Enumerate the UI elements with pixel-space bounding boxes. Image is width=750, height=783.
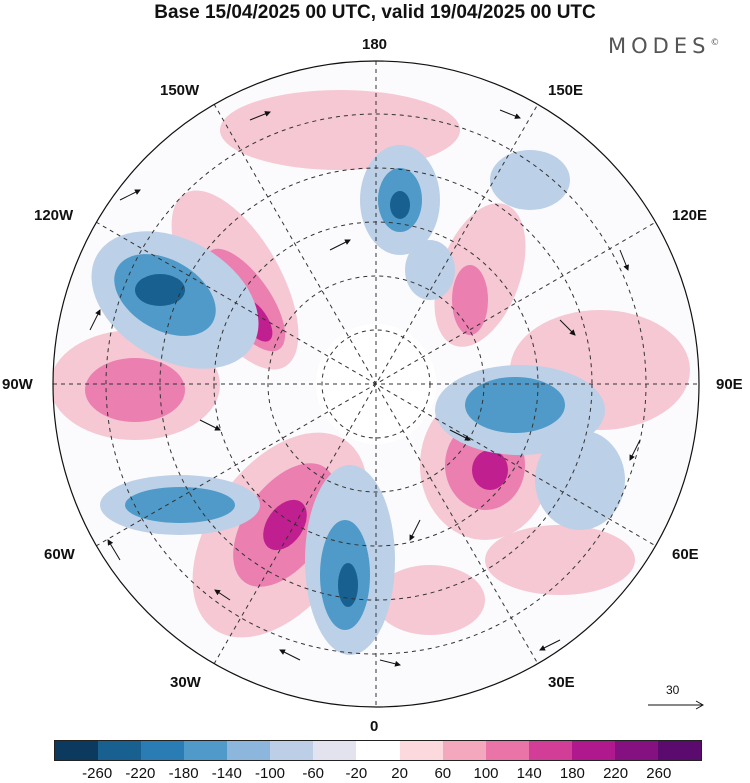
anomaly-field: [53, 61, 699, 707]
colorbar-tick-label: 140: [516, 765, 542, 782]
colorbar-tick-label: 260: [646, 765, 672, 782]
colorbar-swatch: [313, 741, 357, 760]
colorbar-swatch: [227, 741, 271, 760]
reference-vector-label: 30: [666, 683, 680, 697]
colorbar: [54, 740, 702, 761]
colorbar-swatch: [442, 741, 486, 760]
colorbar-tick-label: -260: [82, 765, 113, 782]
lon-label-30w: 30W: [170, 674, 201, 691]
lon-label-150e: 150E: [548, 82, 584, 99]
colorbar-tick-label: 180: [559, 765, 585, 782]
colorbar-tick-label: 20: [391, 765, 408, 782]
colorbar-swatch: [270, 741, 314, 760]
colorbar-tick-label: -100: [254, 765, 286, 782]
colorbar-tick-label: -180: [168, 765, 199, 782]
brand-text: MODES: [608, 34, 711, 58]
colorbar-swatch: [141, 741, 185, 760]
colorbar-swatch: [571, 741, 615, 760]
lon-label-90w: 90W: [2, 376, 33, 393]
colorbar-swatch: [184, 741, 228, 760]
colorbar-tick-label: 220: [603, 765, 629, 782]
colorbar-swatch: [485, 741, 529, 760]
lon-label-30e: 30E: [548, 674, 575, 691]
colorbar-swatch: [55, 741, 99, 760]
colorbar-swatch: [657, 741, 701, 760]
lon-label-120w: 120W: [34, 207, 74, 224]
colorbar-swatch: [528, 741, 572, 760]
colorbar-tick-label: -20: [345, 765, 368, 782]
colorbar-tick-label: 60: [434, 765, 452, 782]
lon-label-60e: 60E: [672, 546, 699, 563]
colorbar-tick-label: -220: [125, 765, 156, 782]
map-boundary: [52, 60, 700, 708]
colorbar-swatch: [356, 741, 400, 760]
colorbar-swatch: [98, 741, 142, 760]
lon-label-90e: 90E: [716, 376, 743, 393]
colorbar-swatch: [399, 741, 443, 760]
lon-label-150w: 150W: [160, 82, 200, 99]
colorbar-tick-label: -140: [211, 765, 242, 782]
map-title: Base 15/04/2025 00 UTC, valid 19/04/2025…: [154, 2, 596, 23]
lon-label-180: 180: [362, 36, 388, 53]
reference-vector-arrow: [648, 700, 705, 710]
modes-logo: MODES©: [608, 34, 719, 58]
brand-mark: ©: [710, 38, 720, 48]
colorbar-swatch: [614, 741, 658, 760]
lon-label-60w: 60W: [44, 546, 75, 563]
lon-label-120e: 120E: [672, 207, 708, 224]
colorbar-tick-label: -60: [302, 765, 325, 782]
colorbar-tick-label: 100: [473, 765, 499, 782]
lon-label-0: 0: [370, 718, 379, 735]
